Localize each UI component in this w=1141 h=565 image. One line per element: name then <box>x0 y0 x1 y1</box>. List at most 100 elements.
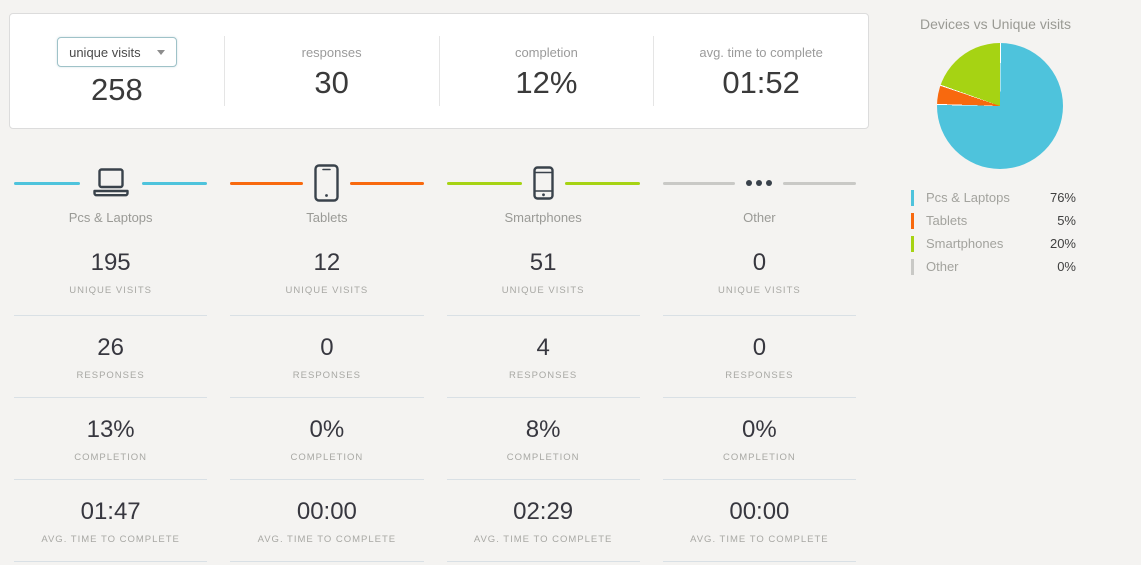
stat-value: 12 <box>313 249 341 276</box>
legend-percent: 76% <box>1049 190 1076 205</box>
stat-label: RESPONSES <box>76 369 145 381</box>
stat-avg-time: 00:00 AVG. TIME TO COMPLETE <box>662 480 856 562</box>
legend-item: Smartphones 20% <box>911 232 1076 255</box>
stat-value: 0 <box>752 333 767 361</box>
device-column-other: Other 0 UNIQUE VISITS 0 RESPONSES 0% COM… <box>662 160 856 562</box>
accent-line <box>350 181 424 185</box>
stat-label: UNIQUE VISITS <box>501 285 585 296</box>
accent-line <box>662 181 736 185</box>
stat-completion: 8% COMPLETION <box>446 398 640 480</box>
divider <box>653 36 655 106</box>
accent-line <box>446 181 522 185</box>
stat-responses: 0 RESPONSES <box>662 316 856 398</box>
stat-completion: 13% COMPLETION <box>14 398 208 480</box>
stat-label: COMPLETION <box>722 451 796 463</box>
stat-label: AVG. TIME TO COMPLETE <box>257 533 397 545</box>
stat-value: 0 <box>752 249 767 276</box>
stat-label: RESPONSES <box>509 369 578 381</box>
accent-line <box>230 181 304 185</box>
metric-selector-value: unique visits <box>69 44 141 60</box>
metric-label: responses <box>301 44 362 60</box>
stat-label: AVG. TIME TO COMPLETE <box>41 533 180 545</box>
accent-line <box>141 181 208 185</box>
stat-value: 4 <box>536 333 550 361</box>
accent-line <box>14 181 80 185</box>
stat-value: 00:00 <box>296 497 357 525</box>
stat-label: AVG. TIME TO COMPLETE <box>690 533 829 545</box>
stat-value: 8% <box>525 415 561 443</box>
device-name: Tablets <box>306 210 348 225</box>
stat-completion: 0% COMPLETION <box>230 398 424 480</box>
device-column-pcs-laptops: Pcs & Laptops 195 UNIQUE VISITS 26 RESPO… <box>14 160 208 562</box>
stat-label: RESPONSES <box>725 369 794 381</box>
stat-avg-time: 00:00 AVG. TIME TO COMPLETE <box>230 480 424 562</box>
stat-label: UNIQUE VISITS <box>285 285 369 296</box>
stat-value: 26 <box>97 333 124 361</box>
unique-visits-total: 258 <box>91 72 143 107</box>
legend-label: Tablets <box>926 213 968 228</box>
laptop-icon <box>91 167 131 199</box>
stat-completion: 0% COMPLETION <box>662 398 856 480</box>
device-header <box>662 160 856 206</box>
stat-avg-time: 01:47 AVG. TIME TO COMPLETE <box>14 480 208 562</box>
legend-percent: 0% <box>1057 259 1076 274</box>
accent-line <box>783 181 856 185</box>
legend-percent: 5% <box>1057 213 1076 228</box>
stat-unique-visits: 51 UNIQUE VISITS <box>446 229 640 316</box>
stat-responses: 4 RESPONSES <box>446 316 640 398</box>
metric-label: completion <box>514 44 578 60</box>
divider <box>223 36 225 106</box>
legend-item: Other 0% <box>911 255 1076 278</box>
stat-label: UNIQUE VISITS <box>69 285 152 296</box>
chevron-down-icon <box>156 49 165 55</box>
stat-value: 0% <box>309 415 345 443</box>
metric-value: 01:52 <box>722 64 800 100</box>
stat-label: COMPLETION <box>506 451 580 463</box>
devices-chart-panel: Devices vs Unique visits Pcs & Laptops 7… <box>890 0 1141 565</box>
legend-label: Pcs & Laptops <box>926 190 1010 205</box>
stat-unique-visits: 12 UNIQUE VISITS <box>230 229 424 316</box>
stat-label: COMPLETION <box>74 451 148 463</box>
devices-pie-chart <box>937 43 1063 169</box>
stat-value: 51 <box>529 249 557 276</box>
smartphone-icon <box>532 166 554 200</box>
stat-label: UNIQUE VISITS <box>718 285 801 296</box>
legend-label: Other <box>926 259 959 274</box>
stat-label: RESPONSES <box>292 369 361 381</box>
metric-value: 30 <box>314 64 349 100</box>
metric-selector-dropdown[interactable]: unique visits <box>57 37 177 67</box>
device-name: Smartphones <box>504 210 582 225</box>
legend-swatch <box>911 189 914 206</box>
device-column-tablets: Tablets 12 UNIQUE VISITS 0 RESPONSES 0% … <box>230 160 424 562</box>
stat-value: 01:47 <box>80 497 141 525</box>
stat-value: 02:29 <box>513 497 574 525</box>
ellipsis-icon <box>746 180 773 186</box>
chart-legend: Pcs & Laptops 76% Tablets 5% Smartphones… <box>911 186 1076 278</box>
stat-label: COMPLETION <box>290 451 364 463</box>
stat-value: 0% <box>742 415 777 443</box>
stat-responses: 0 RESPONSES <box>230 316 424 398</box>
legend-percent: 20% <box>1049 236 1076 251</box>
legend-swatch <box>911 258 914 275</box>
device-stats-grid: Pcs & Laptops 195 UNIQUE VISITS 26 RESPO… <box>14 160 856 562</box>
tablet-icon <box>314 164 340 202</box>
metric-value: 12% <box>515 64 578 100</box>
stat-unique-visits: 195 UNIQUE VISITS <box>14 229 208 316</box>
stat-value: 00:00 <box>729 497 790 525</box>
stat-responses: 26 RESPONSES <box>14 316 208 398</box>
legend-swatch <box>911 212 914 229</box>
stat-label: AVG. TIME TO COMPLETE <box>473 533 613 545</box>
metric-completion: completion 12% <box>440 14 654 128</box>
chart-title: Devices vs Unique visits <box>920 16 1071 32</box>
legend-swatch <box>911 235 914 252</box>
accent-line <box>564 181 640 185</box>
legend-item: Tablets 5% <box>911 209 1076 232</box>
device-header <box>14 160 208 206</box>
stat-value: 195 <box>90 249 131 276</box>
metric-responses: responses 30 <box>225 14 439 128</box>
summary-card: unique visits 258 responses 30 completio… <box>9 13 869 129</box>
device-header <box>230 160 424 206</box>
legend-item: Pcs & Laptops 76% <box>911 186 1076 209</box>
device-name: Pcs & Laptops <box>68 210 153 225</box>
